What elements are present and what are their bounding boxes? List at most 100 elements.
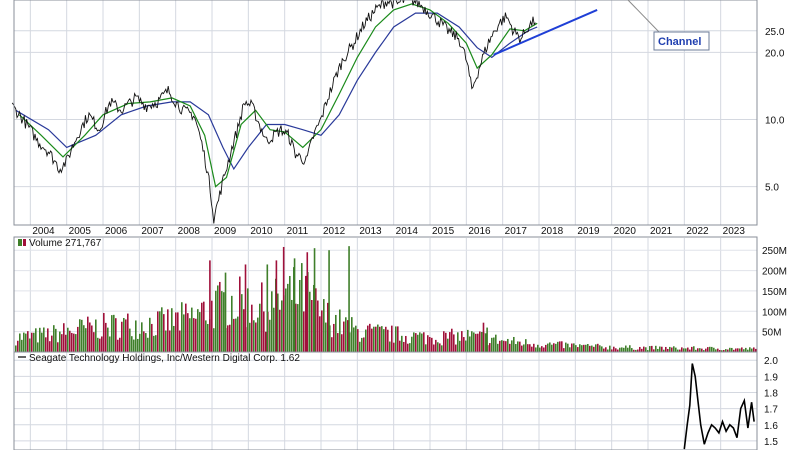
x-tick-label: 2018 (541, 226, 564, 237)
volume-spike-bar (209, 260, 211, 352)
volume-bar (605, 347, 607, 352)
volume-bar (35, 328, 37, 352)
volume-bar (75, 334, 77, 352)
x-tick-label: 2013 (359, 226, 382, 237)
volume-bar (301, 263, 303, 352)
volume-bar (531, 346, 533, 352)
volume-bar (129, 328, 131, 352)
volume-bar (163, 314, 165, 352)
volume-bar (749, 347, 751, 352)
volume-bar (533, 343, 535, 352)
price-y-tick-label: 25.0 (765, 27, 785, 38)
volume-bar (631, 348, 633, 352)
volume-bar (53, 325, 55, 352)
volume-bar (71, 332, 73, 352)
volume-bar (633, 349, 635, 352)
volume-bar (87, 316, 89, 352)
volume-y-tick-label: 50M (762, 328, 781, 339)
volume-bar (155, 335, 157, 352)
volume-bar (581, 345, 583, 352)
volume-bar (207, 323, 209, 352)
price-y-tick-label: 20.0 (765, 48, 785, 59)
volume-bars (15, 246, 757, 352)
volume-bar (219, 281, 221, 352)
volume-bar (135, 320, 137, 352)
volume-bar (133, 339, 135, 352)
volume-bar (637, 349, 639, 352)
volume-bar (391, 325, 393, 352)
volume-bar (37, 342, 39, 352)
volume-bar (161, 307, 163, 352)
x-tick-label: 2010 (250, 226, 273, 237)
price-lines (11, 0, 598, 224)
volume-bar (127, 313, 129, 352)
volume-bar (21, 339, 23, 352)
volume-bar (321, 310, 323, 352)
volume-bar (355, 325, 357, 352)
volume-bar (147, 337, 149, 352)
volume-bar (399, 340, 401, 352)
volume-bar (731, 347, 733, 352)
volume-bar (249, 322, 251, 352)
volume-bar (743, 349, 745, 352)
volume-bar (103, 313, 105, 352)
volume-bar (695, 349, 697, 352)
volume-bar (213, 328, 215, 352)
volume-bar (639, 346, 641, 352)
volume-spike-bar (293, 258, 296, 352)
volume-bar (603, 348, 605, 352)
volume-bar (419, 332, 421, 352)
volume-bar (429, 337, 431, 352)
volume-bar (663, 349, 665, 352)
volume-bar (257, 317, 259, 352)
volume-bar (641, 348, 643, 352)
volume-bar (509, 343, 511, 352)
volume-bar (463, 337, 465, 352)
volume-bar (491, 337, 493, 352)
volume-bar (451, 328, 453, 352)
ratio-y-tick-label: 1.9 (764, 372, 778, 383)
volume-bar (691, 346, 693, 352)
volume-spike-bar (486, 327, 488, 352)
volume-bar (537, 344, 539, 352)
volume-bar (379, 326, 381, 352)
volume-bar (627, 347, 629, 352)
volume-bar (465, 340, 467, 352)
volume-bar (431, 337, 433, 352)
volume-bar (621, 347, 623, 352)
volume-bar (57, 342, 59, 352)
volume-bar (527, 344, 529, 352)
volume-bar (47, 328, 49, 352)
x-tick-label: 2012 (323, 226, 346, 237)
volume-bar (93, 332, 95, 352)
price-y-tick-label: 5.0 (765, 183, 779, 194)
volume-bar (359, 341, 361, 352)
volume-bar (667, 348, 669, 352)
volume-bar (755, 348, 757, 352)
volume-bar (63, 323, 65, 352)
volume-bar (549, 342, 551, 352)
volume-bar (139, 333, 141, 352)
volume-bar (489, 343, 491, 352)
volume-bar (719, 349, 721, 352)
volume-spike-bar (328, 250, 330, 352)
volume-bar (437, 342, 439, 352)
volume-spike-bar (282, 246, 285, 352)
volume-bar (611, 349, 613, 352)
volume-bar (735, 348, 737, 352)
volume-bar (689, 349, 691, 352)
volume-bar (413, 332, 415, 352)
x-tick-label: 2016 (468, 226, 491, 237)
volume-bar (185, 303, 187, 352)
volume-bar (247, 288, 249, 352)
x-tick-label: 2007 (141, 226, 164, 237)
volume-bar (427, 335, 429, 352)
volume-bar (443, 331, 445, 352)
volume-bar (681, 347, 683, 352)
volume-bar (473, 332, 475, 352)
volume-bar (167, 309, 169, 352)
volume-bar (159, 311, 161, 352)
channel-callout-box (653, 31, 710, 51)
volume-bar (339, 309, 341, 352)
